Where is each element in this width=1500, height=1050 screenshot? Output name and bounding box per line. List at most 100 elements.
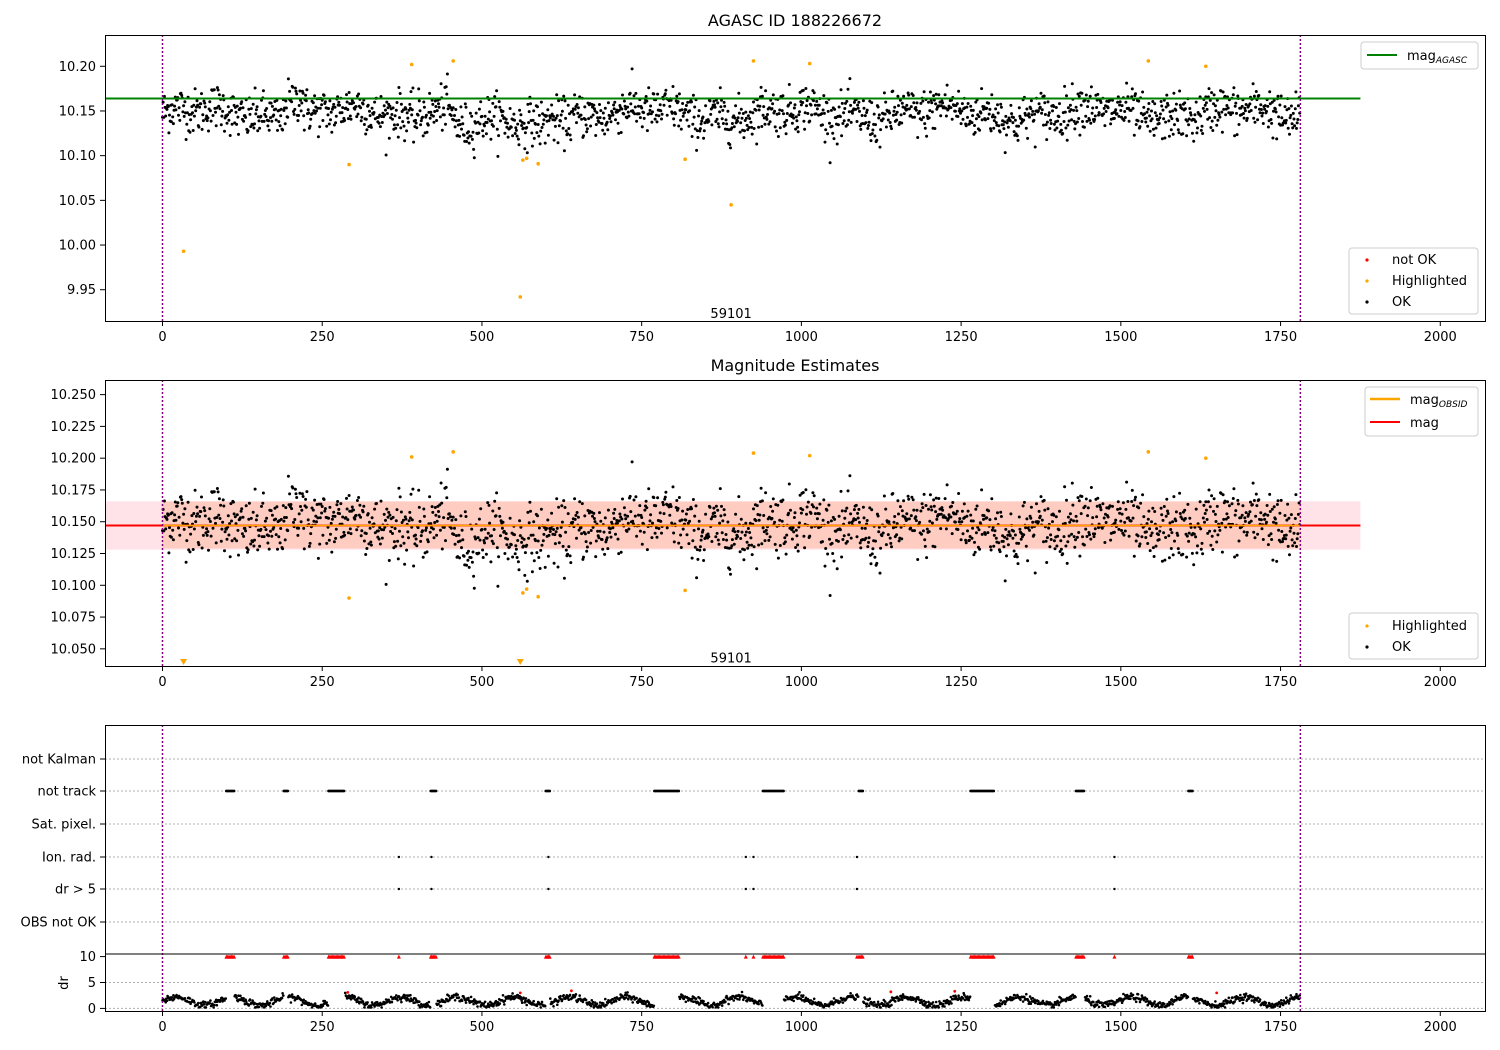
dr-point — [404, 994, 408, 997]
ok-point — [679, 127, 683, 131]
ok-point — [710, 123, 714, 127]
ok-point — [771, 497, 775, 501]
ok-point — [503, 552, 507, 555]
ok-point — [1213, 512, 1217, 516]
flag-point-not-track — [286, 789, 290, 793]
ok-point — [1022, 118, 1026, 122]
ok-point — [472, 574, 476, 578]
ok-point — [1169, 128, 1173, 132]
ok-point — [871, 128, 875, 132]
dr-point — [197, 1001, 200, 1005]
dr-point — [684, 1000, 688, 1004]
ok-point — [244, 529, 248, 533]
ok-point — [1119, 519, 1123, 523]
y-tick-label: 10.00 — [59, 239, 96, 254]
ok-point — [1071, 503, 1075, 507]
ok-point — [645, 129, 649, 133]
ok-point — [356, 112, 360, 116]
ok-point — [916, 136, 920, 139]
legend-label-not-ok: not OK — [1392, 253, 1437, 268]
ok-point — [411, 86, 415, 90]
y-tick-label: 10.15 — [59, 104, 96, 119]
ok-point — [954, 512, 958, 516]
ok-point — [1075, 535, 1079, 539]
ok-point — [1040, 518, 1044, 522]
ok-point — [307, 111, 311, 115]
ok-point — [1169, 528, 1173, 531]
ok-point — [1259, 108, 1263, 111]
ok-point — [831, 131, 835, 135]
dr-point — [635, 996, 638, 1000]
highlighted-point — [683, 157, 687, 162]
ok-point — [332, 102, 336, 106]
ok-point — [1130, 500, 1134, 503]
ok-point — [930, 521, 934, 525]
ok-point — [405, 129, 409, 133]
ok-point — [192, 114, 196, 118]
ok-point — [191, 111, 194, 115]
ok-point — [840, 134, 844, 138]
ok-point — [718, 521, 722, 525]
ok-point — [1044, 539, 1048, 543]
ok-point — [986, 531, 990, 535]
ok-point — [969, 104, 973, 108]
ok-point — [294, 492, 298, 496]
dr-point — [623, 993, 627, 997]
highlighted-point — [1204, 64, 1208, 69]
ok-point — [1279, 498, 1283, 502]
ok-point — [254, 518, 258, 522]
ok-point — [1025, 517, 1029, 521]
dr-point — [418, 1000, 421, 1003]
ok-point — [538, 142, 542, 146]
ok-point — [1283, 105, 1287, 109]
ok-point — [1167, 556, 1171, 560]
ok-point — [964, 541, 968, 545]
ok-point — [907, 107, 911, 111]
ok-point — [793, 103, 797, 107]
ok-point — [332, 540, 336, 544]
ok-point — [716, 122, 720, 126]
ok-point — [1176, 128, 1180, 132]
ok-point — [173, 500, 177, 504]
ok-point — [899, 525, 903, 529]
ok-point — [1164, 105, 1168, 109]
ok-point — [532, 109, 536, 113]
ok-point — [279, 527, 283, 530]
ok-point — [304, 99, 308, 103]
ok-point — [847, 118, 851, 122]
ok-point — [690, 556, 694, 560]
ok-point — [1118, 103, 1122, 107]
ok-point — [254, 108, 258, 112]
ok-point — [496, 584, 500, 588]
ok-point — [216, 490, 220, 494]
ok-point — [1086, 506, 1090, 510]
ok-point — [316, 516, 320, 520]
ok-point — [325, 541, 329, 545]
ok-point — [596, 116, 600, 120]
ok-point — [1054, 106, 1058, 109]
ok-point — [491, 101, 495, 105]
ok-point — [760, 542, 764, 546]
ok-point — [507, 545, 511, 549]
ok-point — [458, 134, 462, 138]
ok-point — [1165, 93, 1169, 97]
ok-point — [1103, 124, 1107, 128]
ok-point — [1164, 536, 1168, 539]
dr-point — [532, 999, 535, 1003]
ok-point — [251, 510, 255, 514]
ok-point — [430, 505, 434, 509]
ok-point — [1072, 119, 1076, 123]
ok-point — [996, 511, 999, 515]
ok-point — [992, 544, 996, 548]
ok-point — [294, 89, 298, 93]
ok-point — [1059, 547, 1063, 551]
ok-point — [221, 94, 225, 98]
ok-point — [690, 507, 693, 511]
ok-point — [709, 112, 713, 116]
ok-point — [713, 105, 717, 109]
ok-point — [730, 122, 734, 125]
ok-point — [809, 511, 813, 515]
ok-point — [859, 546, 863, 550]
ok-point — [632, 94, 636, 98]
ok-point — [338, 103, 341, 107]
